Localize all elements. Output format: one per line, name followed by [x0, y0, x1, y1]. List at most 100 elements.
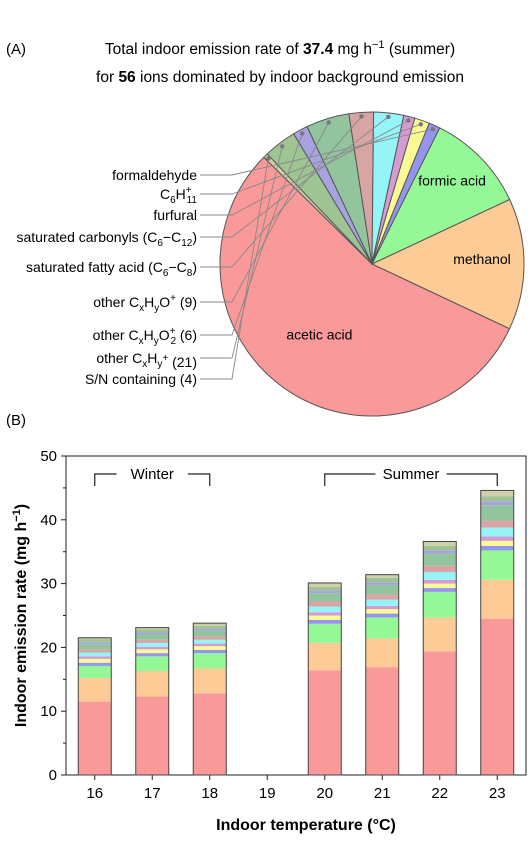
bar-segment-cxhyo2-20: [308, 590, 342, 594]
leader-line-cxhyo2: [200, 133, 303, 336]
bar-segment-cxhyo-23: [480, 505, 514, 521]
x-tick-label: 22: [431, 785, 448, 802]
bar-segment-fatty-18: [193, 636, 227, 640]
bar-segment-acetic-18: [193, 693, 227, 775]
leader-dot-cxhyo: [326, 120, 331, 125]
y-tick-label: 10: [40, 703, 57, 720]
x-tick-label: 20: [316, 785, 333, 802]
bar-segment-methanol-21: [365, 638, 399, 668]
leader-line-carbonyls: [200, 116, 389, 238]
bar-segment-carbonyls-23: [480, 527, 514, 537]
bar-segment-formaldehyde-20: [308, 619, 342, 624]
leader-dot-formaldehyde: [430, 126, 436, 132]
bar-outline-16: [77, 637, 112, 776]
bar-segment-cxhyo-18: [193, 630, 227, 637]
bar-segment-acetic-17: [135, 696, 169, 775]
bar-segment-fatty-21: [365, 594, 399, 600]
leader-line-cxhyo: [200, 122, 330, 303]
bar-segment-carbonyls-16: [78, 652, 112, 657]
bar-segment-methanol-16: [78, 678, 112, 702]
bar-segment-c6h11-21: [365, 609, 399, 614]
bar-segment-formaldehyde-18: [193, 649, 227, 654]
bar-segment-carbonyls-18: [193, 639, 227, 644]
bar-segment-cxhyo2-17: [135, 632, 169, 635]
bar-segment-cxhy-17: [135, 629, 169, 633]
bar-segment-cxhyo-21: [365, 584, 399, 595]
leader-line-fatty: [200, 116, 362, 268]
bar-segment-sn-21: [365, 574, 399, 578]
bar-segment-acetic-21: [365, 667, 399, 775]
panel-a-title-line2: for 56 ions dominated by indoor backgrou…: [96, 69, 464, 86]
bar-segment-carbonyls-21: [365, 599, 399, 606]
group-bracket-right: [187, 473, 211, 486]
bar-segment-furfural-21: [365, 605, 399, 610]
bar-outline-21: [365, 574, 400, 776]
bar-segment-furfural-23: [480, 536, 514, 541]
bar-segment-carbonyls-20: [308, 606, 342, 613]
bar-segment-c6h11-20: [308, 615, 342, 620]
bar-segment-fatty-16: [78, 649, 112, 653]
bar-segment-fatty-23: [480, 520, 514, 528]
bar-outline-22: [422, 540, 457, 776]
bar-segment-cxhyo2-22: [423, 550, 457, 554]
title2-post: ions dominated by indoor background emis…: [136, 69, 464, 86]
group-bracket-left: [94, 473, 117, 486]
pie-label-acetic: acetic acid: [286, 327, 352, 343]
bar-segment-sn-17: [135, 627, 169, 630]
leader-dot-cxhyo2: [300, 131, 305, 136]
group-label-summer: Summer: [383, 466, 440, 483]
bar-segment-methanol-18: [193, 668, 227, 694]
bar-segment-c6h11-22: [423, 583, 457, 589]
pie-slice-acetic: [219, 156, 511, 417]
leader-dot-c6h11: [418, 122, 423, 127]
bar-segment-cxhyo-20: [308, 593, 342, 602]
pie-label-furfural: furfural: [153, 207, 197, 223]
bar-segment-formic-20: [308, 623, 342, 643]
y-tick-label: 50: [40, 448, 57, 465]
pie-label-methanol: methanol: [453, 251, 511, 267]
group-label-winter: Winter: [131, 466, 174, 483]
bar-segment-sn-18: [193, 623, 227, 626]
bar-segment-cxhyo2-21: [365, 582, 399, 585]
bar-segment-cxhyo-22: [423, 553, 457, 566]
pie-chart: [219, 111, 525, 417]
plot-frame: [65, 455, 527, 776]
bar-outline-17: [135, 627, 170, 776]
pie-label-cxhyo: other CxHyO+ (9): [93, 293, 197, 314]
bar-segment-formic-21: [365, 617, 399, 639]
bar-segment-cxhyo2-18: [193, 628, 227, 631]
leader-line-furfural: [200, 120, 409, 216]
bar-segment-furfural-18: [193, 643, 227, 647]
bar-segment-cxhyo-16: [78, 644, 112, 650]
title2-pre: for: [96, 69, 118, 86]
bar-segment-sn-20: [308, 582, 342, 587]
bar-outline-20: [307, 582, 342, 776]
bar-segment-methanol-20: [308, 642, 342, 671]
bar-segment-formic-22: [423, 591, 457, 618]
bar-segment-cxhy-20: [308, 586, 342, 591]
bar-segment-fatty-22: [423, 565, 457, 573]
panel-b-label: (B): [6, 412, 26, 429]
bar-segment-furfural-16: [78, 656, 112, 659]
bar-segment-carbonyls-22: [423, 572, 457, 580]
bar-segment-furfural-22: [423, 579, 457, 584]
y-tick-label: 20: [40, 639, 57, 656]
bar-segment-formaldehyde-16: [78, 662, 112, 666]
bar-segment-formic-23: [480, 550, 514, 580]
bar-segment-acetic-20: [308, 670, 342, 775]
pie-label-formaldehyde: formaldehyde: [112, 167, 197, 183]
leader-dot-sn: [266, 156, 271, 161]
x-tick-label: 23: [489, 785, 506, 802]
bar-segment-sn-22: [423, 541, 457, 546]
bar-segment-c6h11-17: [135, 649, 169, 654]
y-tick-label: 0: [49, 767, 57, 784]
bar-segment-formaldehyde-22: [423, 588, 457, 592]
x-tick-label: 19: [259, 785, 276, 802]
x-tick-label: 18: [201, 785, 218, 802]
pie-slice-formic: [370, 127, 511, 266]
bar-segment-cxhy-18: [193, 625, 227, 629]
pie-label-fatty: saturated fatty acid (C6−C8): [26, 259, 197, 279]
bar-segment-furfural-17: [135, 646, 169, 650]
title1-value: 37.4: [303, 41, 334, 58]
